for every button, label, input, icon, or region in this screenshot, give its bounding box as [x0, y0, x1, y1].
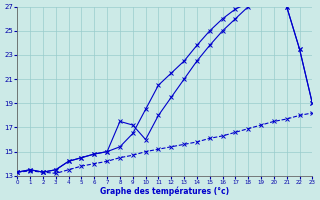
X-axis label: Graphe des températures (°c): Graphe des températures (°c): [100, 186, 229, 196]
